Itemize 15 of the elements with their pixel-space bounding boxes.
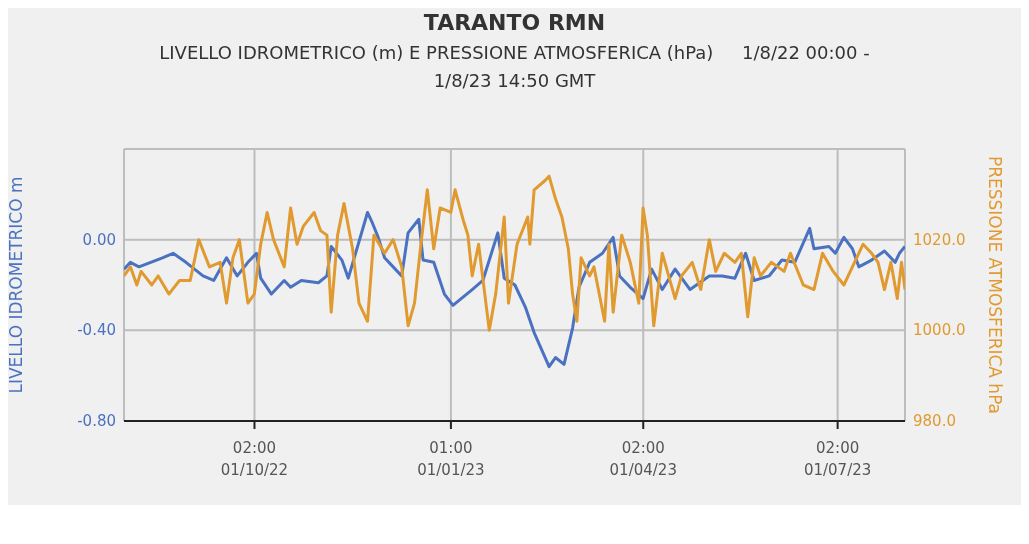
y-tick-label: 0.00 [82,230,116,249]
y-axis-title: LIVELLO IDROMETRICO m [6,176,27,394]
y2-tick-label: 1000.0 [913,321,966,340]
y-tick-label: -0.40 [77,321,116,340]
x-tick-label: 02:00 01/04/23 [609,439,677,479]
y2-tick-label: 980.0 [913,412,956,430]
y2-tick-label: 1020.0 [913,230,966,249]
x-tick-label: 02:00 01/07/23 [803,439,872,479]
y-tick-label: -0.80 [77,412,116,430]
y2-axis-title: PRESSIONE ATMOSFERICA hPa [984,155,1005,415]
chart-title: TARANTO RMN [422,10,607,35]
x-tick-label: 02:00 01/10/22 [220,439,289,479]
line-series [124,174,905,332]
chart-subtitle: LIVELLO IDROMETRICO (m) E PRESSIONE ATMOSFERICA (hPa) 1/8/22 00:00 - 1/8/23 14:50 GMT [158,41,871,93]
x-tick-label: 01:00 01/01/23 [417,439,485,479]
